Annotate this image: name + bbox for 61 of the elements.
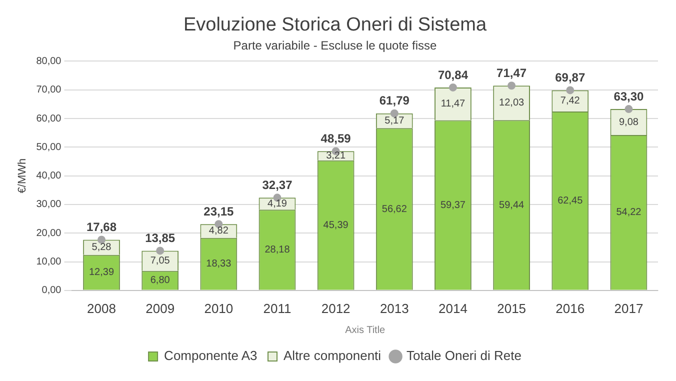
- point: [508, 82, 516, 90]
- point: [566, 86, 574, 94]
- x-tick-label: 2008: [87, 300, 116, 316]
- data-label: 59,37: [440, 200, 466, 211]
- point: [156, 246, 164, 255]
- data-label: 7,42: [560, 96, 580, 107]
- data-label: 5,17: [384, 116, 405, 127]
- data-label: 62,45: [558, 195, 584, 206]
- legend-label: Componente A3: [164, 348, 258, 364]
- data-label: 12,03: [499, 98, 525, 109]
- data-label: 56,62: [382, 204, 408, 215]
- data-label: 61,79: [379, 94, 410, 108]
- data-label: 48,59: [320, 132, 352, 146]
- x-tick-label: 2013: [380, 300, 409, 316]
- chart-subtitle: Parte variabile - Escluse le quote fisse: [233, 38, 438, 52]
- x-tick-label: 2011: [263, 300, 292, 316]
- data-label: 59,44: [499, 200, 525, 211]
- data-label: 4,19: [268, 198, 288, 210]
- data-label: 5,28: [92, 242, 112, 254]
- data-label: 71,47: [496, 66, 527, 80]
- y-tick-label: 70,00: [36, 84, 62, 96]
- y-tick-label: 30,00: [36, 199, 62, 210]
- data-label: 32,37: [262, 178, 293, 192]
- data-label: 11,47: [440, 98, 466, 110]
- point: [448, 83, 457, 92]
- data-label: 23,15: [204, 204, 234, 218]
- data-label: 28,18: [264, 244, 290, 256]
- data-label: 13,85: [145, 231, 176, 246]
- data-label: 4,82: [208, 226, 229, 237]
- data-label: 7,05: [150, 256, 170, 267]
- data-label: 3,21: [326, 150, 346, 162]
- y-tick-label: 10,00: [36, 256, 62, 268]
- x-tick-label: 2017: [614, 300, 644, 316]
- data-label: 63,30: [614, 89, 644, 104]
- y-tick-label: 50,00: [36, 142, 62, 153]
- chart-title: Evoluzione Storica Oneri di Sistema: [183, 14, 487, 36]
- legend-label: Altre componenti: [284, 348, 382, 364]
- data-label: 18,33: [206, 258, 232, 270]
- y-tick-label: 20,00: [36, 228, 62, 239]
- x-tick-label: 2016: [556, 300, 585, 316]
- data-label: 9,08: [618, 116, 639, 128]
- data-label: 17,68: [86, 220, 117, 234]
- x-tick-label: 2012: [321, 300, 350, 316]
- data-label: 54,22: [616, 207, 642, 218]
- x-tick-label: 2009: [146, 300, 175, 316]
- y-tick-label: 0,00: [42, 285, 62, 296]
- y-tick-label: 80,00: [36, 56, 62, 67]
- data-label: 12,39: [89, 267, 114, 278]
- x-tick-label: 2015: [497, 300, 526, 316]
- data-label: 70,84: [438, 68, 468, 82]
- x-tick-label: 2014: [438, 300, 468, 316]
- x-tick-label: 2010: [204, 300, 234, 316]
- point: [624, 105, 633, 114]
- data-label: 69,87: [555, 70, 586, 85]
- y-tick-label: 60,00: [36, 113, 62, 124]
- data-label: 45,39: [323, 220, 349, 231]
- y-axis-title: €/MWh: [16, 158, 29, 194]
- x-axis-title: Axis Title: [345, 324, 386, 336]
- data-label: 6,80: [150, 275, 170, 286]
- legend-label: Totale Oneri di Rete: [406, 348, 522, 364]
- y-tick-label: 40,00: [36, 170, 62, 182]
